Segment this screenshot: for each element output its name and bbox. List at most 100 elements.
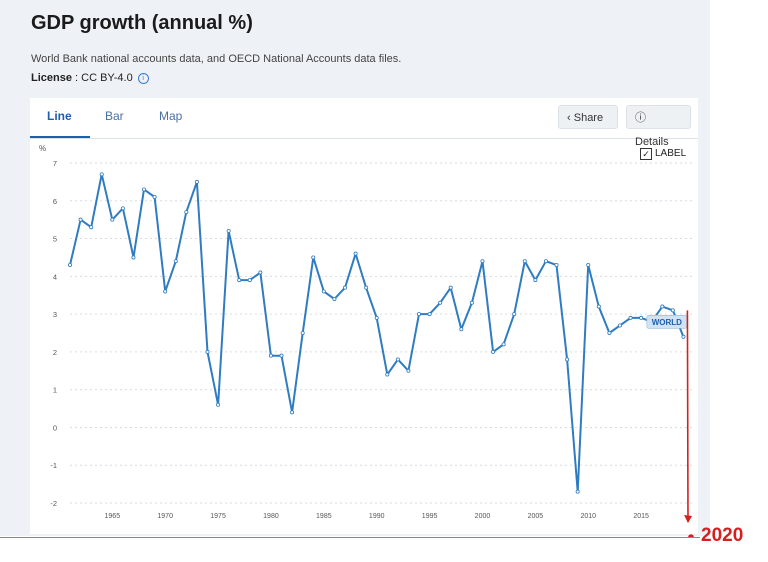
active-tab-indicator [30,136,90,138]
details-button[interactable]: ⓘ Details [626,105,691,148]
data-point [78,217,83,222]
data-point [300,330,305,335]
data-point [501,342,506,347]
tab-divider [30,138,698,139]
data-point [607,330,612,335]
x-tick-label: 1965 [105,513,121,520]
data-point [639,315,644,320]
y-tick-label: 6 [53,197,57,206]
data-point [395,357,400,362]
data-point [226,228,231,233]
data-point [216,402,221,407]
annotation-2020-label: 2020 [701,525,744,546]
x-tick-label: 2010 [580,513,596,520]
data-point [99,172,104,177]
tab-map[interactable]: Map [159,109,183,123]
annotation-arrow-head [684,515,692,523]
series-label-world: WORLD [652,318,682,327]
tab-line[interactable]: Line [47,109,72,123]
data-point [522,259,527,264]
series-line-world [69,173,685,493]
data-point [670,308,675,313]
x-tick-label: 1975 [210,513,226,520]
y-tick-label: 3 [53,310,57,319]
y-tick-label: 7 [53,159,57,168]
data-point [480,259,485,264]
x-tick-label: 1990 [369,513,385,520]
license-line: License : CC BY-4.0 i [31,72,149,84]
x-tick-label: 1980 [263,513,279,520]
data-point [173,259,178,264]
data-point [543,259,548,264]
page-title: GDP growth (annual %) [31,12,253,34]
share-icon: ‹ [567,112,571,124]
data-point [575,489,580,494]
data-point [512,312,517,317]
y-tick-label: 1 [53,386,57,395]
source-text: World Bank national accounts data, and O… [31,53,402,65]
data-point [342,285,347,290]
checkbox-checked-icon[interactable]: ✓ [640,148,652,160]
x-tick-label: 1970 [157,513,173,520]
data-point [491,349,496,354]
data-point [205,349,210,354]
label-toggle-text: LABEL [655,148,687,159]
x-tick-label: 1995 [422,513,438,520]
data-point [353,251,358,256]
data-point [89,225,94,230]
data-point [237,278,242,283]
data-point [332,296,337,301]
x-tick-label: 2005 [528,513,544,520]
data-point [258,270,263,275]
share-button[interactable]: ‹ Share [558,105,618,129]
x-tick-label: 2015 [633,513,649,520]
tab-bar[interactable]: Bar [105,109,124,123]
data-point [469,300,474,305]
y-tick-label: 2 [53,348,57,357]
y-tick-label: 5 [53,235,57,244]
data-point [533,278,538,283]
license-label: License [31,72,72,84]
data-point [374,315,379,320]
info-icon[interactable]: i [137,73,149,84]
data-point [417,312,422,317]
line-chart: % 7 6 5 4 3 2 1 0 -1 -2 1965 1970 1975 1980 1985 1990 199… [39,144,694,538]
data-point [247,278,252,283]
data-point [120,206,125,211]
data-point [681,334,686,339]
data-point [596,304,601,309]
share-label: Share [573,112,604,124]
y-axis-unit-label: % [39,144,46,153]
y-tick-label: -1 [50,461,57,470]
data-point [321,289,326,294]
data-point [131,255,136,260]
data-point [385,372,390,377]
data-point [110,217,115,222]
data-point [184,210,189,215]
y-tick-label: 4 [53,272,57,281]
data-point [554,262,559,267]
baseline-rule [0,537,700,538]
data-point [68,262,73,267]
data-point [406,368,411,373]
details-info-icon: ⓘ [635,112,646,124]
data-point [194,179,199,184]
data-point [152,195,157,200]
data-point [565,357,570,362]
data-point [279,353,284,358]
data-point [438,300,443,305]
data-point [290,410,295,415]
data-point [311,255,316,260]
details-label: Details [635,136,669,148]
data-point [268,353,273,358]
data-point [364,285,369,290]
data-point [617,323,622,328]
data-point [142,187,147,192]
label-toggle[interactable]: ✓ LABEL [640,148,686,160]
y-tick-label: -2 [50,499,57,508]
data-point [628,315,633,320]
data-point [660,304,665,309]
data-point [163,289,168,294]
data-point [459,327,464,332]
license-value: : CC BY-4.0 [71,72,133,84]
